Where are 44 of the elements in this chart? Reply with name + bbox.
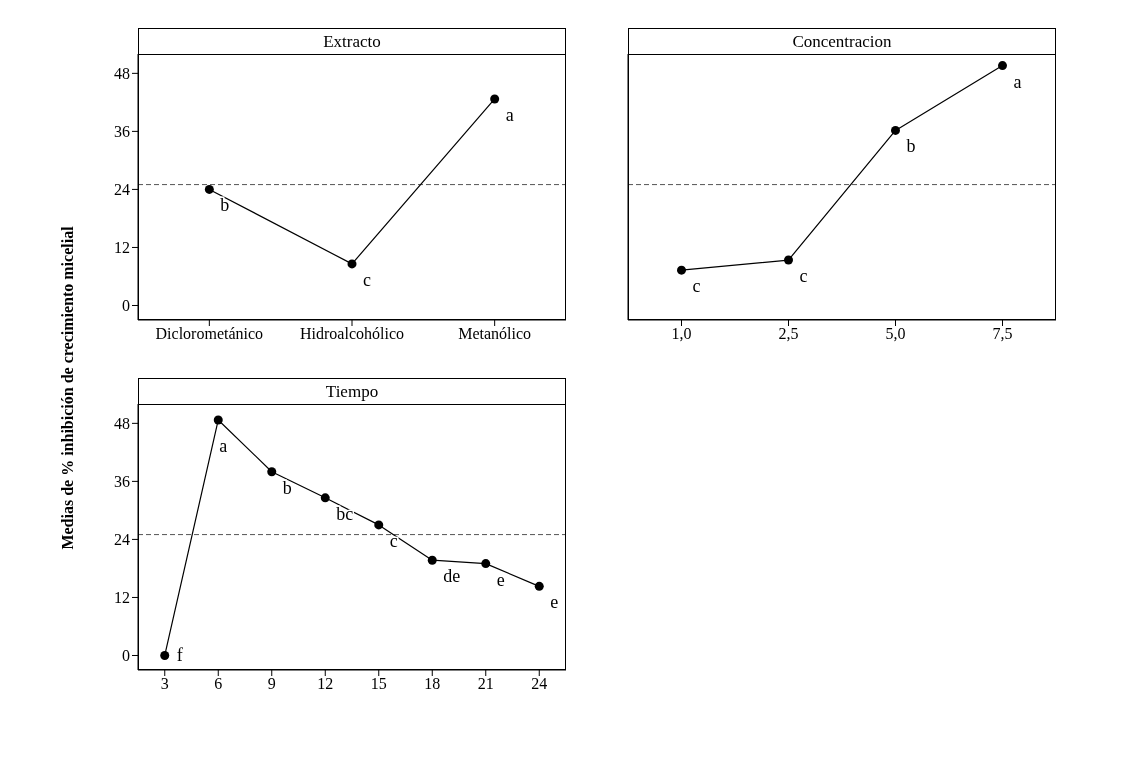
- annotation: a: [505, 104, 514, 125]
- x-tick-label: Metanólico: [458, 325, 532, 343]
- chart-title: Tiempo: [138, 378, 566, 404]
- annotation: c: [692, 276, 701, 297]
- y-tick-label: 12: [114, 239, 130, 257]
- x-tick-label: 7,5: [992, 325, 1013, 343]
- annotation: b: [220, 195, 230, 216]
- x-tick-label: Diclorometánico: [155, 325, 264, 343]
- y-tick-label: 12: [114, 589, 130, 607]
- x-tick-label: 24: [531, 675, 548, 693]
- annotation: f: [176, 645, 183, 666]
- annotation: b: [282, 477, 292, 498]
- y-axis-title: Medias de % inhibición de crecimiento micelial: [59, 226, 77, 550]
- chart-title: Concentracion: [628, 28, 1056, 54]
- y-tick-label: 36: [114, 473, 130, 491]
- x-tick-label: Hidroalcohólico: [300, 325, 404, 343]
- annotation: b: [906, 136, 916, 157]
- y-tick-label: 0: [122, 297, 130, 315]
- y-tick-label: 24: [114, 531, 130, 549]
- annotation: a: [1013, 71, 1022, 92]
- y-tick-label: 48: [114, 65, 130, 83]
- x-tick-label: 1,0: [671, 325, 692, 343]
- x-tick-label: 5,0: [885, 325, 906, 343]
- x-tick-label: 21: [477, 675, 494, 693]
- annotation: e: [496, 569, 505, 590]
- x-tick-label: 18: [424, 675, 441, 693]
- annotation: bc: [336, 503, 354, 524]
- chart-title: Extracto: [138, 28, 566, 54]
- y-tick-label: 0: [122, 647, 130, 665]
- y-tick-label: 36: [114, 123, 130, 141]
- annotation: c: [389, 530, 398, 551]
- y-tick-label: 24: [114, 181, 130, 199]
- x-tick-label: 9: [267, 675, 276, 693]
- y-tick-label: 48: [114, 415, 130, 433]
- x-tick-label: 12: [317, 675, 334, 693]
- x-tick-label: 2,5: [778, 325, 799, 343]
- annotation: e: [550, 592, 559, 613]
- annotation: c: [363, 269, 371, 290]
- x-tick-label: 3: [160, 675, 169, 693]
- annotation: c: [799, 266, 808, 287]
- annotation: de: [443, 566, 461, 587]
- x-tick-label: 6: [214, 675, 223, 693]
- annotation: a: [219, 435, 228, 456]
- x-tick-label: 15: [370, 675, 387, 693]
